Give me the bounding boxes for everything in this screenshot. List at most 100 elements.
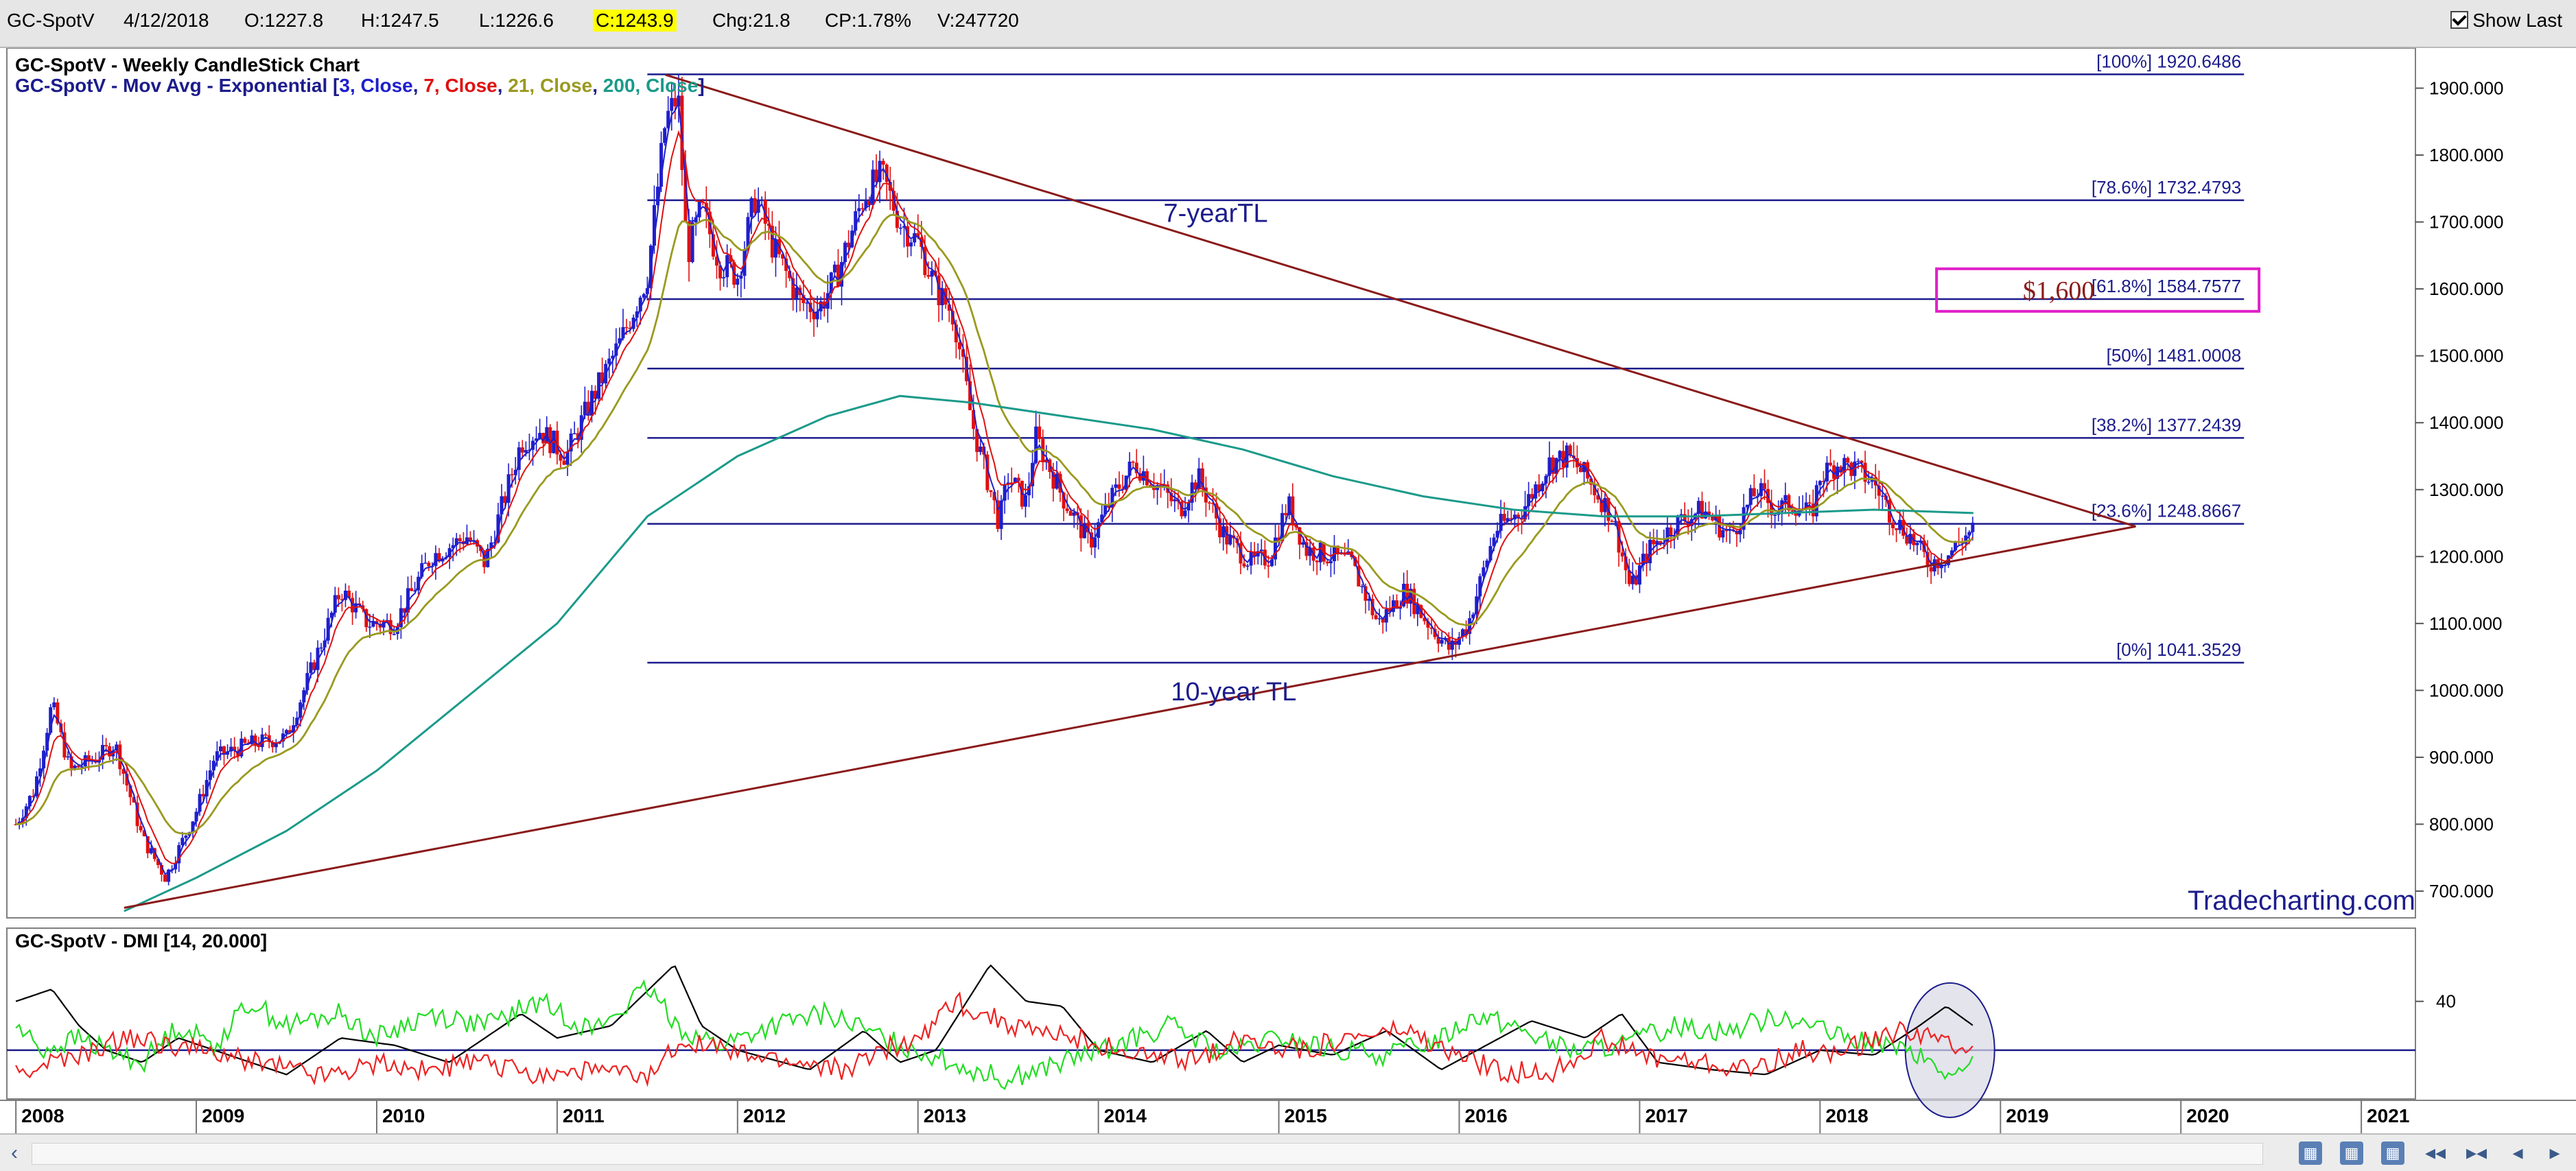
candle-body — [56, 702, 60, 724]
candle-body — [597, 372, 601, 399]
candle-body — [1127, 461, 1132, 476]
candle-body — [1565, 445, 1569, 468]
candle-body — [909, 242, 913, 247]
show-last-toggle[interactable]: Show Last — [2450, 10, 2562, 32]
candle-body — [607, 358, 611, 364]
candle-body — [714, 257, 718, 266]
candle-body — [898, 227, 902, 229]
y-tick-label: 800.000 — [2429, 814, 2494, 834]
candle-body — [1880, 495, 1884, 497]
candle-body — [1117, 484, 1121, 489]
horizontal-scrollbar[interactable]: ‹ ▦ ▦ ▦ ◂◂ ▸◂ ◂ ▸ — [0, 1133, 2576, 1171]
candle-body — [152, 848, 156, 860]
scroll-left-arrow-icon[interactable]: ‹ — [11, 1142, 18, 1164]
candle-body — [656, 187, 660, 206]
candle-body — [27, 796, 32, 807]
candle-body — [913, 233, 917, 243]
y-tick-label: 1600.000 — [2429, 279, 2503, 299]
scroll-back-icon[interactable]: ◂ — [2512, 1142, 2523, 1164]
candle-body — [1641, 554, 1645, 566]
candle-body — [1183, 510, 1187, 517]
candle-body — [572, 433, 576, 435]
dmi-plus-line — [15, 979, 1974, 1090]
candle-body — [736, 279, 740, 285]
candle-body — [184, 836, 188, 838]
candle-body — [1207, 502, 1211, 504]
ema-7-line — [15, 130, 1974, 864]
low-label: L:1226.6 — [479, 10, 554, 31]
zoom-in-icon[interactable]: ▦ — [2299, 1142, 2322, 1165]
chart-area[interactable]: 700.000 800.000 900.000 1000.000 1100.000 120… — [0, 48, 2576, 1133]
candle-body — [1967, 532, 1971, 536]
scroll-end-icon[interactable]: ▸◂ — [2466, 1142, 2487, 1164]
candle-body — [854, 211, 858, 231]
candle-body — [583, 401, 587, 416]
candle-body — [538, 433, 542, 439]
candle-body — [881, 161, 885, 165]
candle-body — [940, 288, 944, 305]
candle-body — [1836, 466, 1840, 479]
candle-body — [194, 812, 198, 822]
candle-body — [1891, 522, 1895, 529]
trendline — [124, 525, 2136, 909]
candle-body — [1898, 519, 1902, 530]
candle-body — [1790, 510, 1794, 512]
candle-body — [614, 343, 618, 356]
candle-body — [1561, 451, 1565, 468]
candle-body — [402, 608, 406, 613]
candle-body — [1315, 560, 1319, 563]
candle-body — [1866, 482, 1871, 483]
y-tick-label: 1900.000 — [2429, 78, 2503, 99]
scroll-start-icon[interactable]: ◂◂ — [2424, 1142, 2446, 1164]
scroll-track[interactable] — [32, 1143, 2263, 1165]
scroll-forward-icon[interactable]: ▸ — [2549, 1142, 2560, 1164]
candle-body — [233, 746, 237, 751]
candle-body — [1814, 485, 1818, 517]
candle-body — [673, 97, 677, 106]
candle-body — [319, 647, 323, 649]
candle-body — [954, 324, 958, 343]
zoom-fit-icon[interactable]: ▦ — [2381, 1142, 2404, 1165]
candle-body — [204, 779, 209, 797]
candle-body — [1291, 496, 1295, 524]
show-last-checkbox[interactable] — [2450, 11, 2469, 29]
candle-body — [1200, 468, 1204, 488]
candle-body — [1180, 501, 1184, 517]
candle-body — [843, 242, 847, 262]
candle-body — [410, 588, 414, 591]
candle-body — [1370, 599, 1374, 615]
candle-body — [1304, 542, 1309, 556]
target-price-annotation: $1,600 — [2023, 276, 2095, 305]
candle-body — [270, 742, 274, 748]
candle-body — [1527, 494, 1531, 506]
candle-body — [1003, 484, 1007, 501]
candle-body — [500, 496, 504, 514]
candle-body — [569, 433, 573, 452]
candle-body — [1568, 445, 1572, 456]
candle-body — [1152, 486, 1156, 490]
candle-body — [454, 538, 458, 545]
candle-body — [302, 690, 306, 702]
candle-body — [1787, 495, 1791, 511]
candle-body — [586, 401, 590, 416]
fib-level-label: [0%] 1041.3529 — [2116, 639, 2241, 660]
x-tick-label: 2018 — [1825, 1105, 1868, 1126]
candle-body — [1807, 502, 1812, 504]
candle-body — [1724, 530, 1729, 532]
candle-body — [1090, 532, 1094, 548]
candle-body — [1363, 586, 1368, 601]
candle-body — [1072, 512, 1076, 516]
candle-body — [1748, 488, 1753, 505]
symbol-label: GC-SpotV — [7, 10, 95, 31]
candle-body — [1093, 538, 1097, 548]
candle-body — [1134, 462, 1138, 473]
zoom-out-icon[interactable]: ▦ — [2340, 1142, 2363, 1165]
candle-body — [766, 224, 771, 226]
candle-body — [211, 761, 215, 770]
candle-body — [1738, 530, 1742, 534]
candle-body — [1492, 537, 1496, 547]
candle-body — [312, 662, 316, 670]
candle-body — [1328, 561, 1333, 564]
candle-body — [1450, 640, 1454, 650]
candle-body — [128, 785, 132, 798]
